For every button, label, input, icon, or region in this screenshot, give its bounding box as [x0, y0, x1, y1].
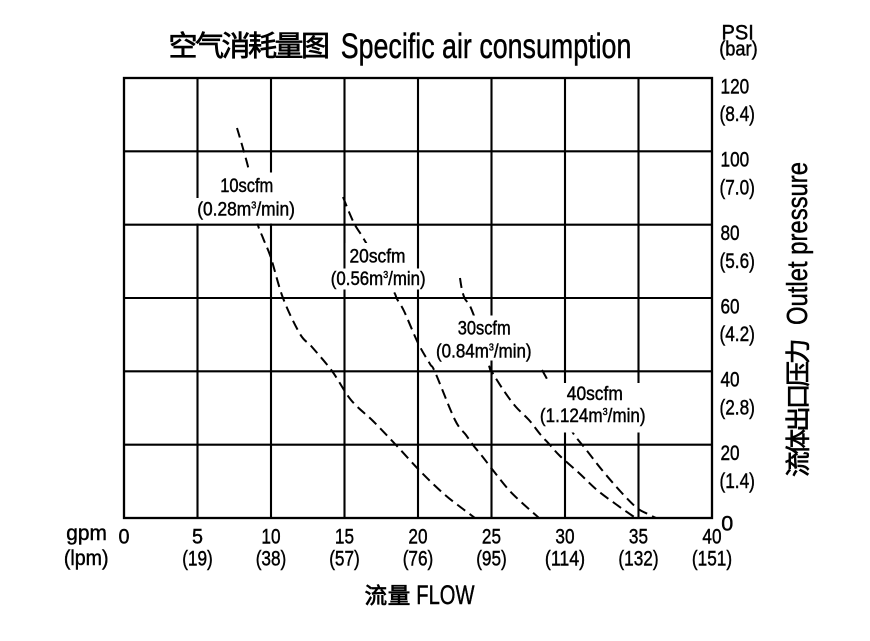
svg-text:40: 40 [721, 368, 740, 392]
svg-text:gpm: gpm [66, 521, 107, 545]
svg-text:PSI: PSI [722, 20, 754, 44]
svg-text:(0.84m: (0.84m [436, 340, 489, 361]
svg-text:/min): /min) [256, 199, 295, 220]
svg-text:0: 0 [721, 511, 733, 535]
svg-text:FLOW: FLOW [416, 579, 474, 610]
svg-text:10: 10 [261, 525, 280, 549]
svg-text:(lpm): (lpm) [64, 546, 109, 570]
svg-text:(0.28m: (0.28m [197, 199, 251, 220]
svg-text:20: 20 [408, 525, 427, 549]
svg-text:3: 3 [251, 200, 256, 211]
svg-text:(bar): (bar) [719, 39, 758, 61]
svg-text:(114): (114) [545, 546, 585, 570]
svg-text:Outlet pressure: Outlet pressure [782, 162, 814, 325]
svg-text:15: 15 [335, 525, 354, 549]
svg-text:(19): (19) [182, 546, 213, 570]
svg-text:/min): /min) [388, 268, 425, 289]
svg-text:(76): (76) [403, 546, 434, 570]
svg-text:(7.0): (7.0) [720, 176, 755, 200]
svg-text:(4.2): (4.2) [720, 322, 755, 346]
svg-text:100: 100 [721, 148, 750, 172]
svg-text:(0.56m: (0.56m [331, 268, 383, 289]
svg-text:(1.4): (1.4) [720, 469, 755, 493]
svg-text:(5.6): (5.6) [720, 249, 755, 273]
svg-text:(151): (151) [692, 546, 732, 570]
svg-text:30scfm: 30scfm [458, 318, 511, 339]
svg-text:3: 3 [603, 407, 608, 419]
svg-text:20: 20 [721, 441, 740, 465]
svg-text:3: 3 [383, 270, 388, 282]
svg-text:(38): (38) [256, 546, 287, 570]
svg-text:(132): (132) [618, 546, 658, 570]
svg-text:60: 60 [721, 294, 740, 318]
svg-text:5: 5 [192, 525, 203, 549]
svg-text:(1.124m: (1.124m [540, 405, 603, 426]
svg-text:0: 0 [119, 525, 130, 549]
svg-text:35: 35 [629, 525, 648, 549]
svg-text:40scfm: 40scfm [567, 384, 623, 405]
svg-text:(2.8): (2.8) [720, 396, 755, 420]
svg-text:(8.4): (8.4) [720, 102, 755, 126]
svg-text:25: 25 [482, 525, 501, 549]
svg-text:10scfm: 10scfm [220, 176, 273, 197]
svg-text:120: 120 [721, 74, 750, 98]
svg-text:80: 80 [721, 221, 740, 245]
svg-text:(57): (57) [329, 546, 360, 570]
svg-text:30: 30 [555, 525, 574, 549]
svg-text:40: 40 [702, 525, 721, 549]
svg-text:20scfm: 20scfm [350, 246, 406, 267]
svg-text:/min): /min) [608, 405, 646, 426]
svg-text:/min): /min) [494, 340, 532, 361]
svg-text:Specific air consumption: Specific air consumption [341, 27, 632, 66]
svg-text:(95): (95) [476, 546, 507, 570]
svg-text:3: 3 [489, 342, 494, 354]
